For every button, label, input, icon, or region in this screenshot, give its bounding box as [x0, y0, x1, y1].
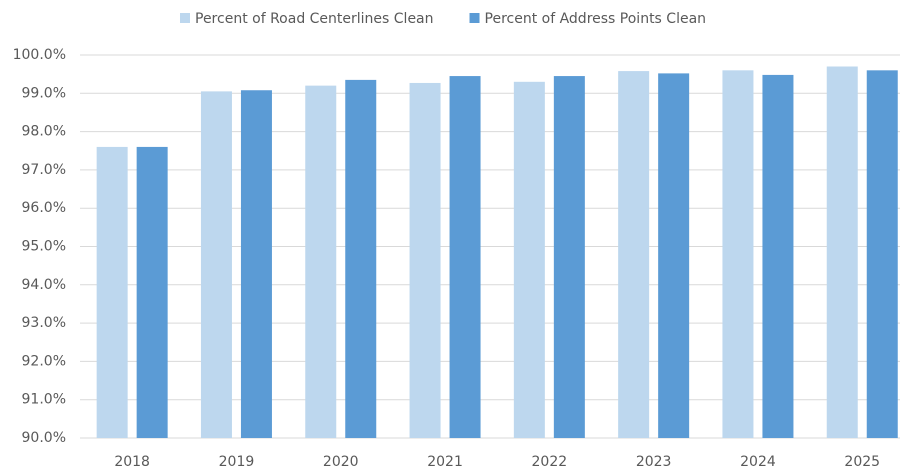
y-tick-label: 91.0%: [22, 392, 66, 408]
bar: [553, 76, 585, 438]
x-tick-label: 2019: [219, 454, 255, 470]
bar: [409, 82, 441, 439]
y-tick-label: 90.0%: [22, 430, 66, 446]
bar: [658, 73, 690, 438]
x-tick-label: 2023: [636, 454, 672, 470]
legend-swatch: [469, 13, 480, 23]
y-tick-label: 98.0%: [22, 124, 66, 140]
x-tick-label: 2022: [532, 454, 568, 470]
bar: [240, 90, 272, 439]
x-tick-label: 2024: [740, 454, 776, 470]
y-tick-label: 96.0%: [22, 200, 66, 216]
bar: [345, 79, 377, 439]
x-tick-label: 2021: [427, 454, 463, 470]
bar: [826, 66, 858, 439]
legend-label: Percent of Address Points Clean: [485, 11, 707, 27]
bar: [618, 71, 650, 438]
y-tick-label: 93.0%: [22, 315, 66, 331]
bar: [449, 76, 481, 438]
x-tick-label: 2025: [844, 454, 880, 470]
y-tick-label: 95.0%: [22, 239, 66, 255]
y-tick-label: 97.0%: [22, 162, 66, 178]
y-tick-label: 92.0%: [22, 353, 66, 369]
legend-label: Percent of Road Centerlines Clean: [195, 11, 434, 27]
bar: [762, 74, 794, 438]
bar: [96, 146, 128, 439]
x-tick-label: 2020: [323, 454, 359, 470]
y-tick-label: 99.0%: [22, 85, 66, 101]
y-tick-label: 94.0%: [22, 277, 66, 293]
y-tick-label: 100.0%: [13, 47, 66, 63]
bar: [866, 70, 898, 438]
bar: [513, 81, 545, 438]
bar: [305, 85, 337, 438]
bar: [136, 146, 168, 439]
bar: [200, 91, 232, 438]
bar: [722, 70, 754, 438]
x-tick-label: 2018: [114, 454, 150, 470]
legend-swatch: [180, 13, 190, 23]
